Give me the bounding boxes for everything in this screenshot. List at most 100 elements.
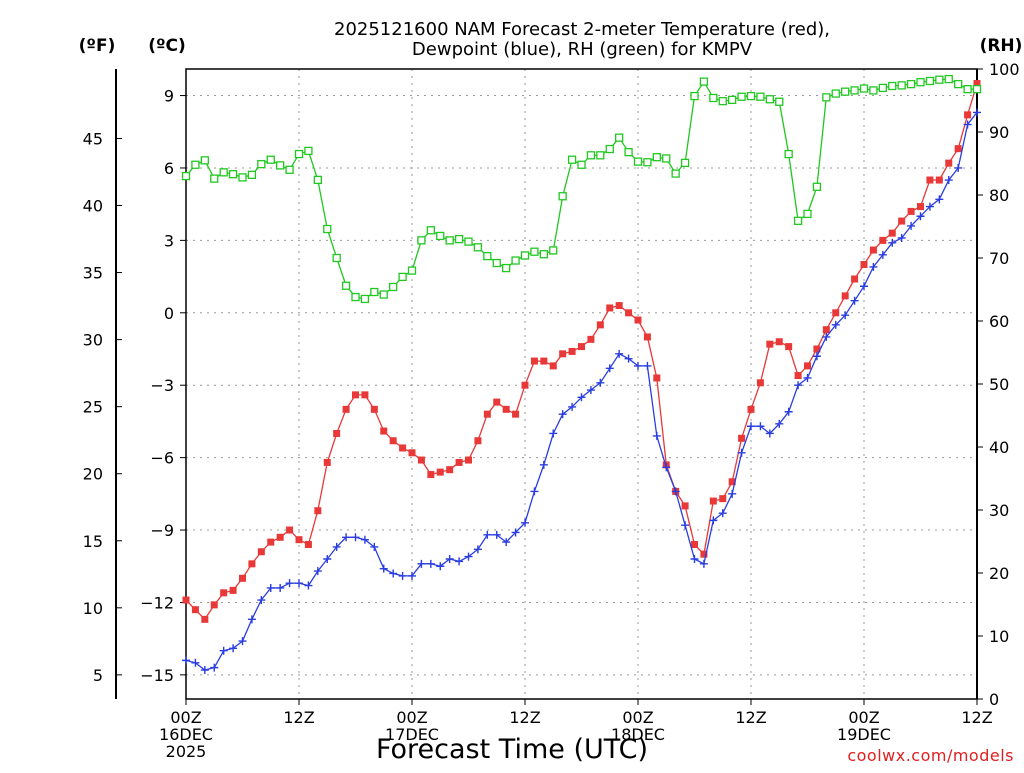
temperature-point	[568, 347, 576, 355]
dewpoint-point	[238, 637, 247, 646]
temperature-point	[239, 574, 246, 582]
dewpoint-point	[266, 583, 275, 592]
temperature-point	[389, 437, 397, 445]
dewpoint-point	[634, 361, 642, 370]
temperature-point	[709, 497, 717, 505]
temperature-point	[229, 586, 237, 594]
temperature-point	[474, 437, 482, 445]
rh-point	[426, 226, 435, 235]
fahrenheit-tick-label: 5	[93, 666, 103, 685]
temperature-point	[540, 357, 548, 365]
dewpoint-point	[596, 378, 605, 387]
dewpoint-point	[276, 583, 285, 592]
rh-point	[888, 81, 897, 91]
rh-tick-label: 70	[989, 249, 1009, 268]
rh-point	[558, 192, 567, 201]
rh-point	[473, 243, 483, 252]
dewpoint-point	[822, 332, 831, 341]
temperature-point	[964, 111, 972, 119]
temperature-point	[907, 207, 915, 215]
temperature-point	[408, 449, 416, 457]
dewpoint-point	[699, 559, 708, 568]
temperature-point	[625, 309, 633, 317]
dewpoint-point	[210, 663, 219, 672]
rh-tick-label: 10	[989, 627, 1009, 646]
rh-point	[247, 170, 257, 179]
temperature-point	[653, 374, 661, 382]
dewpoint-point	[191, 658, 200, 667]
rh-point	[276, 161, 285, 170]
rh-point	[360, 294, 370, 304]
temperature-point	[530, 357, 538, 365]
temperature-point	[502, 405, 510, 413]
dewpoint-point	[925, 202, 934, 211]
temperature-point	[549, 362, 557, 370]
dewpoint-point	[257, 596, 266, 605]
rh-point	[304, 146, 313, 156]
temperature-point	[738, 434, 746, 442]
temperature-point	[804, 362, 811, 370]
temperature-point	[191, 606, 199, 614]
rh-point	[718, 96, 727, 106]
x-tick-label: 16DEC	[159, 725, 213, 744]
dewpoint-point	[794, 381, 803, 390]
dewpoint-point	[511, 528, 520, 537]
rh-point	[407, 266, 417, 275]
rh-point	[643, 158, 652, 167]
dewpoint-point	[718, 509, 727, 518]
temperature-point	[587, 335, 595, 343]
fahrenheit-tick-label: 40	[83, 197, 103, 216]
chart-title-line-2: Dewpoint (blue), RH (green) for KMPV	[412, 39, 753, 60]
temperature-point	[766, 340, 774, 348]
rh-point	[897, 81, 906, 90]
rh-point	[502, 263, 511, 273]
dewpoint-point	[313, 567, 322, 576]
x-tick-label: 17DEC	[385, 725, 439, 744]
rh-point	[577, 160, 586, 169]
dewpoint-point	[492, 530, 501, 539]
dewpoint-point	[219, 646, 228, 655]
rh-point	[238, 173, 247, 182]
rh-point	[954, 79, 963, 89]
temperature-point	[973, 79, 981, 87]
temperature-point	[483, 410, 491, 418]
dewpoint-point	[944, 176, 953, 185]
dewpoint-point	[464, 552, 473, 561]
rh-point	[445, 236, 454, 245]
dewpoint-point	[624, 354, 633, 363]
fahrenheit-tick-label: 20	[83, 465, 103, 484]
dewpoint-point	[229, 644, 238, 653]
dewpoint-point	[351, 533, 360, 542]
x-tick-label: 00Z	[622, 708, 653, 727]
temperature-point	[935, 176, 943, 184]
x-tick-label: 18DEC	[611, 725, 665, 744]
temperature-point	[295, 536, 303, 544]
rh-point	[417, 236, 426, 245]
dewpoint-point	[455, 557, 464, 566]
rh-point	[775, 97, 784, 106]
dewpoint-point	[775, 419, 784, 428]
temperature-point	[728, 478, 736, 486]
rh-point	[200, 156, 209, 165]
rh-point	[925, 76, 935, 86]
temperature-point	[643, 333, 651, 341]
rh-point	[520, 251, 530, 260]
x-tick-label: 12Z	[735, 708, 766, 727]
temperature-point	[926, 176, 934, 184]
temperature-point	[493, 398, 501, 406]
temperature-point	[446, 466, 454, 474]
rh-point	[596, 151, 605, 160]
temperature-point	[813, 345, 821, 353]
x-axis-label: Forecast Time (UTC)	[376, 734, 648, 765]
temperature-point	[361, 391, 369, 399]
temperature-point	[888, 229, 896, 237]
celsius-tick-label: 0	[164, 304, 174, 323]
temperature-point	[182, 596, 190, 604]
temperature-point	[879, 236, 887, 244]
rh-point	[662, 154, 671, 163]
rh-tick-label: 20	[989, 564, 1009, 583]
rh-point	[859, 84, 869, 93]
fahrenheit-tick-label: 25	[83, 398, 103, 417]
temperature-point	[747, 405, 755, 413]
rh-point	[341, 281, 351, 290]
